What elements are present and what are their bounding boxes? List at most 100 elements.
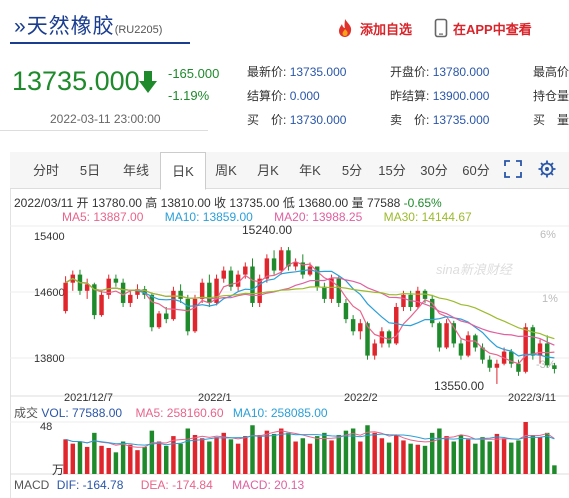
ma30-line (65, 277, 555, 340)
volume-legend: 成交 VOL: 77588.00 MA5: 258160.60 MA10: 25… (14, 404, 328, 421)
candle (235, 270, 241, 291)
volume-bar (465, 439, 471, 474)
ma10-line (65, 269, 555, 359)
x-tick-3: 2022/2 (344, 392, 378, 404)
volume-bar (293, 441, 298, 474)
bid-value: 13730.000 (289, 113, 347, 127)
vol-y-top: 48 (40, 421, 52, 433)
candle (264, 254, 270, 283)
bid-volume-label: 买 量 (533, 113, 569, 127)
candle (552, 362, 557, 374)
candle-body (84, 284, 90, 291)
candle-body (178, 290, 183, 299)
sina-watermark: sina新浪财经 (436, 262, 514, 277)
candle (509, 349, 514, 368)
macd-dea: DEA: -174.84 (140, 478, 213, 492)
volume-bar (171, 436, 176, 474)
volume-bar (429, 432, 435, 474)
candle (164, 307, 169, 324)
y-tick-3: 13800 (34, 353, 65, 365)
candle-body (279, 250, 284, 271)
candle (113, 274, 119, 287)
candle-body (365, 323, 370, 356)
tab-intraday[interactable]: 分时 (32, 163, 59, 178)
volume-bar (350, 428, 356, 474)
candle (257, 274, 262, 307)
tab-daily-k[interactable]: 日K (160, 152, 206, 190)
candle-body (480, 347, 485, 360)
volume-bar (437, 428, 442, 474)
ma5-line (65, 260, 555, 365)
view-in-app-button[interactable]: 在APP中查看 (434, 18, 532, 38)
tab-30min[interactable]: 30分 (420, 163, 448, 178)
candle (444, 319, 449, 350)
candle (372, 339, 377, 360)
candle-body (171, 290, 176, 320)
volume-bar (307, 443, 313, 474)
instrument-name: 天然橡胶 (26, 15, 115, 38)
candle-body (358, 323, 363, 332)
volume-bar (372, 432, 377, 474)
tab-weekly-k[interactable]: 周K (215, 163, 237, 178)
period-tabs: 分时 5日 年线 日K 周K 月K 年K 5分 15分 30分 60分 (10, 152, 569, 190)
candle-body (221, 270, 226, 279)
candle (494, 359, 500, 384)
add-watchlist-button[interactable]: 添加自选 (335, 18, 412, 38)
tab-60min[interactable]: 60分 (462, 163, 490, 178)
tab-yearly-k[interactable]: 年K (299, 163, 321, 178)
candle (422, 289, 428, 303)
volume-bar (77, 441, 83, 474)
tab-monthly-k[interactable]: 月K (257, 163, 279, 178)
volume-bar (106, 448, 111, 474)
candle (279, 247, 284, 275)
tab-5day[interactable]: 5日 (79, 163, 101, 178)
tab-15min[interactable]: 15分 (378, 163, 406, 178)
kline-date: 2022/03/11 (14, 196, 74, 210)
volume-bar (386, 442, 392, 474)
tab-5min[interactable]: 5分 (341, 163, 363, 178)
volume-bar (552, 465, 557, 474)
candle-body (458, 343, 464, 356)
candle-body (250, 266, 255, 303)
candle (329, 274, 334, 303)
candle-body (235, 274, 241, 287)
volume-title: 成交 (14, 406, 39, 420)
volume-bar (63, 439, 68, 474)
candle-body (544, 343, 550, 366)
candle-body (257, 278, 262, 303)
candle (84, 278, 90, 299)
volume-bar (128, 444, 133, 474)
candle-body (465, 335, 471, 356)
pct-tick-2: 1% (542, 293, 558, 305)
candle (250, 258, 255, 307)
volume-bar (221, 432, 226, 474)
tab-year-line[interactable]: 年线 (122, 163, 149, 178)
fullscreen-icon[interactable] (504, 160, 522, 178)
candle-body (494, 363, 500, 368)
max-price-label: 15240.00 (242, 223, 292, 237)
candle-body (516, 363, 521, 372)
candle-body (314, 266, 320, 287)
volume-bars (63, 422, 557, 474)
candle-body (322, 286, 327, 299)
vol-label-short: 量 (351, 196, 364, 210)
x-tick-4: 2022/3/11 (508, 392, 556, 404)
flame-icon (339, 19, 352, 37)
macd-dif: DIF: -164.78 (56, 478, 124, 492)
ma10-value: MA10: 13859.00 (164, 210, 253, 224)
candle-body (185, 298, 191, 332)
candle-body (451, 323, 456, 344)
bid-label: 买 价: (247, 113, 287, 127)
volume-bar (271, 433, 277, 474)
volume-bar (300, 438, 306, 474)
candle (70, 270, 76, 291)
volume-bar (113, 452, 119, 474)
candle-body (329, 278, 334, 299)
open-value: 13780.000 (432, 65, 490, 79)
down-arrow-icon (139, 71, 157, 93)
volume-bar (243, 436, 248, 474)
settings-icon[interactable] (538, 160, 556, 178)
view-in-app-label: 在APP中查看 (453, 21, 532, 37)
low-label-short: 低 (282, 196, 295, 210)
volume-bar (286, 432, 291, 474)
